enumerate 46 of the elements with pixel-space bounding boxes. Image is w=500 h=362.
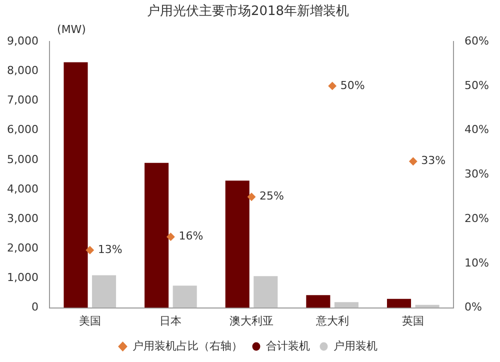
point [166, 232, 175, 241]
y-tick-label: 5,000 [6, 152, 38, 166]
x-tick-label: 意大利 [314, 314, 349, 328]
y2-tick-label: 20% [464, 212, 490, 225]
y2-tick-label: 30% [464, 168, 490, 181]
bar [225, 180, 250, 308]
y-tick-label: 8,000 [6, 64, 38, 78]
y2-tick-label: 0% [464, 300, 482, 314]
bar [386, 298, 412, 308]
y2-tick-label: 50% [464, 78, 490, 92]
y2-tick-label: 10% [464, 256, 490, 270]
y-tick-label: 3,000 [6, 212, 38, 225]
x-tick-label: 澳大利亚 [230, 314, 274, 328]
x-tick-label: 英国 [402, 314, 424, 328]
data-label: 16% [178, 230, 204, 243]
data-label: 50% [340, 78, 365, 92]
bar [172, 286, 197, 308]
chart-title: 户用光伏主要市场2018年新增装机 [146, 3, 350, 20]
point [409, 157, 418, 166]
y-tick-label: 9,000 [6, 34, 38, 48]
data-label: 33% [421, 154, 446, 168]
point [86, 246, 94, 254]
point [328, 82, 336, 90]
bar [92, 275, 116, 308]
bar [334, 302, 358, 308]
y-tick-label: 0 [31, 300, 38, 314]
y2-tick-label: 60% [464, 34, 490, 48]
data-label: 25% [260, 190, 284, 203]
legend-label: 户用装机占比（右轴） [132, 339, 242, 352]
data-label: 13% [98, 242, 122, 256]
y-tick-label: 2,000 [6, 242, 38, 255]
y-tick-label: 6,000 [6, 123, 38, 136]
y-tick-label: 7,000 [6, 94, 38, 107]
legend-label: 合计装机 [266, 339, 310, 352]
x-tick-label: 美国 [78, 314, 101, 328]
point [248, 192, 256, 201]
x-tick-label: 日本 [160, 314, 182, 328]
y-axis-title: (MW) [57, 22, 86, 36]
y2-tick-label: 40% [464, 123, 490, 136]
bar [64, 62, 88, 308]
bar [144, 162, 169, 308]
y-tick-label: 4,000 [6, 182, 38, 196]
legend-label: 户用装机 [333, 339, 378, 352]
y-tick-label: 1,000 [6, 271, 38, 284]
bar [254, 276, 278, 308]
bar [306, 295, 330, 308]
